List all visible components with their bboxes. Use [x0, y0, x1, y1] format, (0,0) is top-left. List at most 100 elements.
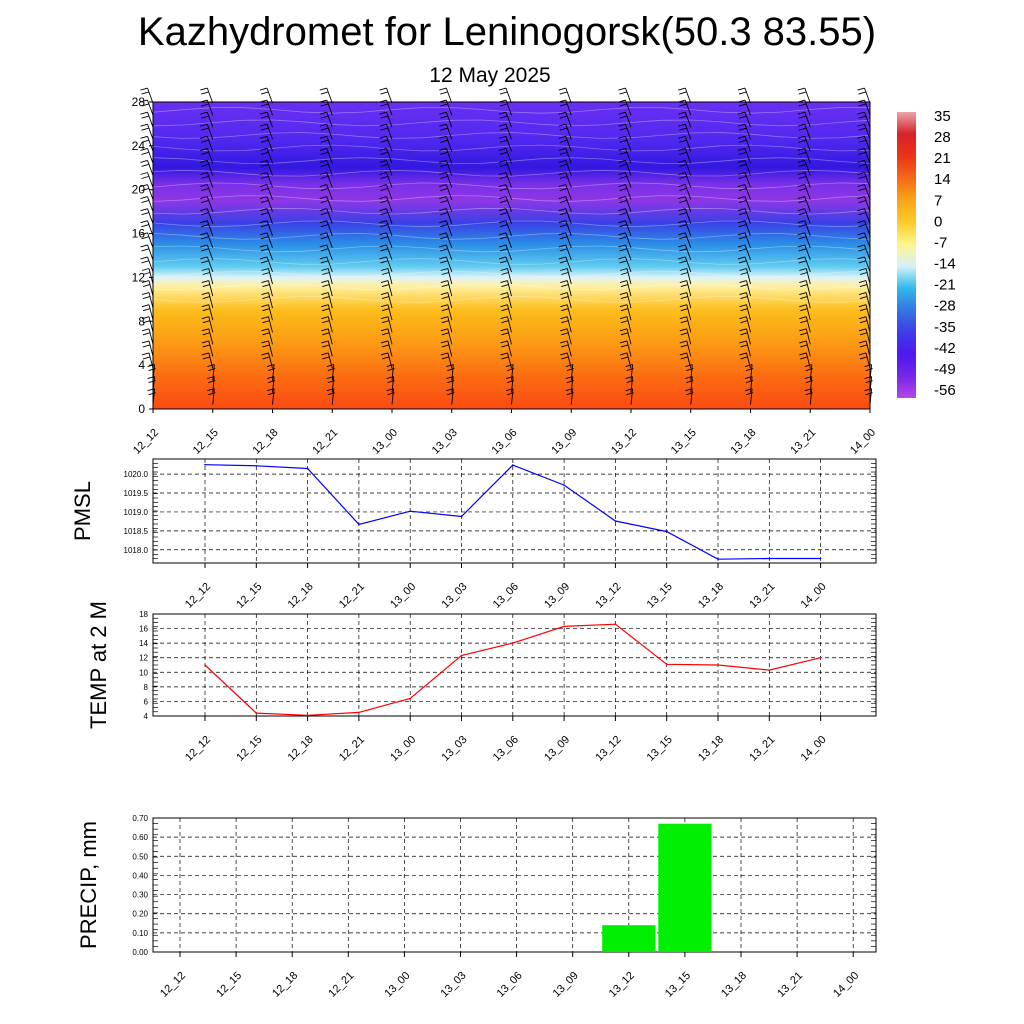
- wind-barb-flag: [499, 260, 508, 264]
- wind-barb-flag: [440, 188, 448, 192]
- wind-barb-flag: [320, 176, 328, 179]
- wind-barb-flag: [679, 260, 687, 264]
- wind-barb-staff: [326, 87, 333, 104]
- wind-barb-flag: [262, 308, 270, 312]
- wind-barb-flag: [800, 284, 808, 288]
- wind-barb-flag: [798, 248, 806, 252]
- precip-x-tick-label: 13_03: [439, 970, 469, 1000]
- wind-barb-staff: [386, 256, 393, 273]
- wind-barb-staff: [511, 376, 514, 393]
- temp-x-tick-label: 14_00: [799, 734, 829, 764]
- wind-barb-staff: [684, 256, 692, 273]
- wind-barb-flag: [260, 236, 269, 240]
- wind-barb-flag: [319, 87, 327, 91]
- wind-barb-flag: [142, 308, 151, 312]
- wind-barb-flag: [679, 268, 687, 271]
- wind-barb-staff: [744, 208, 751, 224]
- wind-barb-flag: [440, 163, 448, 167]
- wind-barb-flag: [857, 123, 865, 127]
- wind-barb-flag: [379, 196, 387, 200]
- wind-barb-flag: [857, 184, 865, 188]
- wind-barb-flag: [379, 256, 387, 260]
- heatmap-x-tick-label: 12_12: [131, 427, 161, 457]
- wind-barb-flag: [619, 280, 628, 284]
- wind-barb-flag: [619, 139, 627, 143]
- wind-barb-flag: [500, 316, 508, 320]
- wind-barb-flag: [679, 292, 687, 296]
- wind-barb-flag: [679, 236, 687, 240]
- wind-barb-staff: [566, 280, 572, 297]
- wind-barb-flag: [380, 304, 389, 308]
- wind-barb-flag: [260, 248, 269, 252]
- wind-barb-flag: [321, 328, 329, 332]
- wind-barb-staff: [565, 184, 572, 200]
- wind-barb-flag: [858, 139, 866, 143]
- wind-barb-staff: [386, 124, 393, 140]
- wind-barb-staff: [566, 316, 572, 333]
- wind-barb-flag: [322, 308, 330, 312]
- heatmap-x-tick-label: 13_12: [609, 427, 639, 457]
- wind-barb-staff: [507, 340, 512, 357]
- wind-barb-staff: [625, 172, 632, 188]
- wind-barb-flag: [380, 340, 389, 344]
- wind-barb-flag: [506, 392, 515, 396]
- wind-barb-staff: [507, 328, 512, 345]
- wind-barb-staff: [750, 388, 753, 405]
- wind-barb-staff: [386, 184, 393, 200]
- wind-barb-flag: [380, 316, 389, 320]
- wind-barb-flag: [440, 151, 448, 155]
- wind-barb-flag: [560, 340, 568, 344]
- wind-barb-flag: [140, 147, 148, 151]
- wind-barb-staff: [630, 376, 634, 393]
- wind-barb-flag: [259, 232, 268, 236]
- wind-barb-staff: [268, 316, 273, 333]
- wind-barb-staff: [147, 256, 154, 273]
- wind-barb-flag: [200, 184, 208, 188]
- wind-barb-staff: [445, 160, 453, 176]
- wind-barb-staff: [865, 340, 871, 357]
- wind-barb-flag: [261, 340, 269, 344]
- wind-barb-flag: [201, 176, 209, 179]
- wind-barb-flag: [686, 368, 694, 372]
- wind-barb-flag: [500, 352, 508, 356]
- wind-barb-staff: [266, 124, 273, 140]
- wind-barb-staff: [630, 364, 634, 381]
- wind-barb-flag: [321, 352, 329, 356]
- wind-barb-flag: [858, 316, 867, 320]
- precip-y-tick-label: 0.40: [132, 871, 148, 880]
- precip-bar: [602, 925, 656, 952]
- wind-barb-flag: [380, 236, 388, 240]
- wind-barb-flag: [261, 352, 269, 356]
- wind-barb-staff: [505, 220, 512, 236]
- wind-barb-staff: [746, 316, 751, 333]
- wind-barb-flag: [678, 111, 686, 115]
- wind-barb-flag: [619, 91, 627, 95]
- wind-barb-flag: [800, 332, 808, 336]
- wind-barb-flag: [560, 328, 568, 332]
- wind-barb-flag: [380, 139, 388, 143]
- colorbar: [897, 112, 916, 398]
- wind-barb-flag: [320, 103, 328, 107]
- wind-barb-flag: [499, 139, 508, 143]
- wind-barb-staff: [626, 340, 632, 357]
- wind-barb-flag: [740, 308, 748, 312]
- wind-barb-flag: [439, 172, 447, 175]
- wind-barb-flag: [558, 244, 566, 248]
- wind-barb-flag: [739, 292, 747, 296]
- wind-barb-flag: [561, 332, 569, 336]
- wind-barb-staff: [746, 268, 751, 285]
- temp-ylabel: TEMP at 2 M: [86, 601, 111, 729]
- wind-barb-flag: [618, 123, 626, 127]
- wind-barb-flag: [679, 188, 687, 192]
- wind-barb-flag: [499, 115, 508, 119]
- wind-barb-staff: [451, 376, 454, 393]
- wind-barb-flag: [260, 127, 269, 131]
- wind-barb-staff: [625, 196, 632, 212]
- wind-barb-staff: [505, 148, 512, 164]
- wind-barb-flag: [797, 232, 805, 236]
- wind-barb-staff: [212, 376, 215, 393]
- wind-barb-flag: [319, 184, 327, 188]
- wind-barb-flag: [619, 127, 627, 131]
- wind-barb-staff: [386, 220, 393, 236]
